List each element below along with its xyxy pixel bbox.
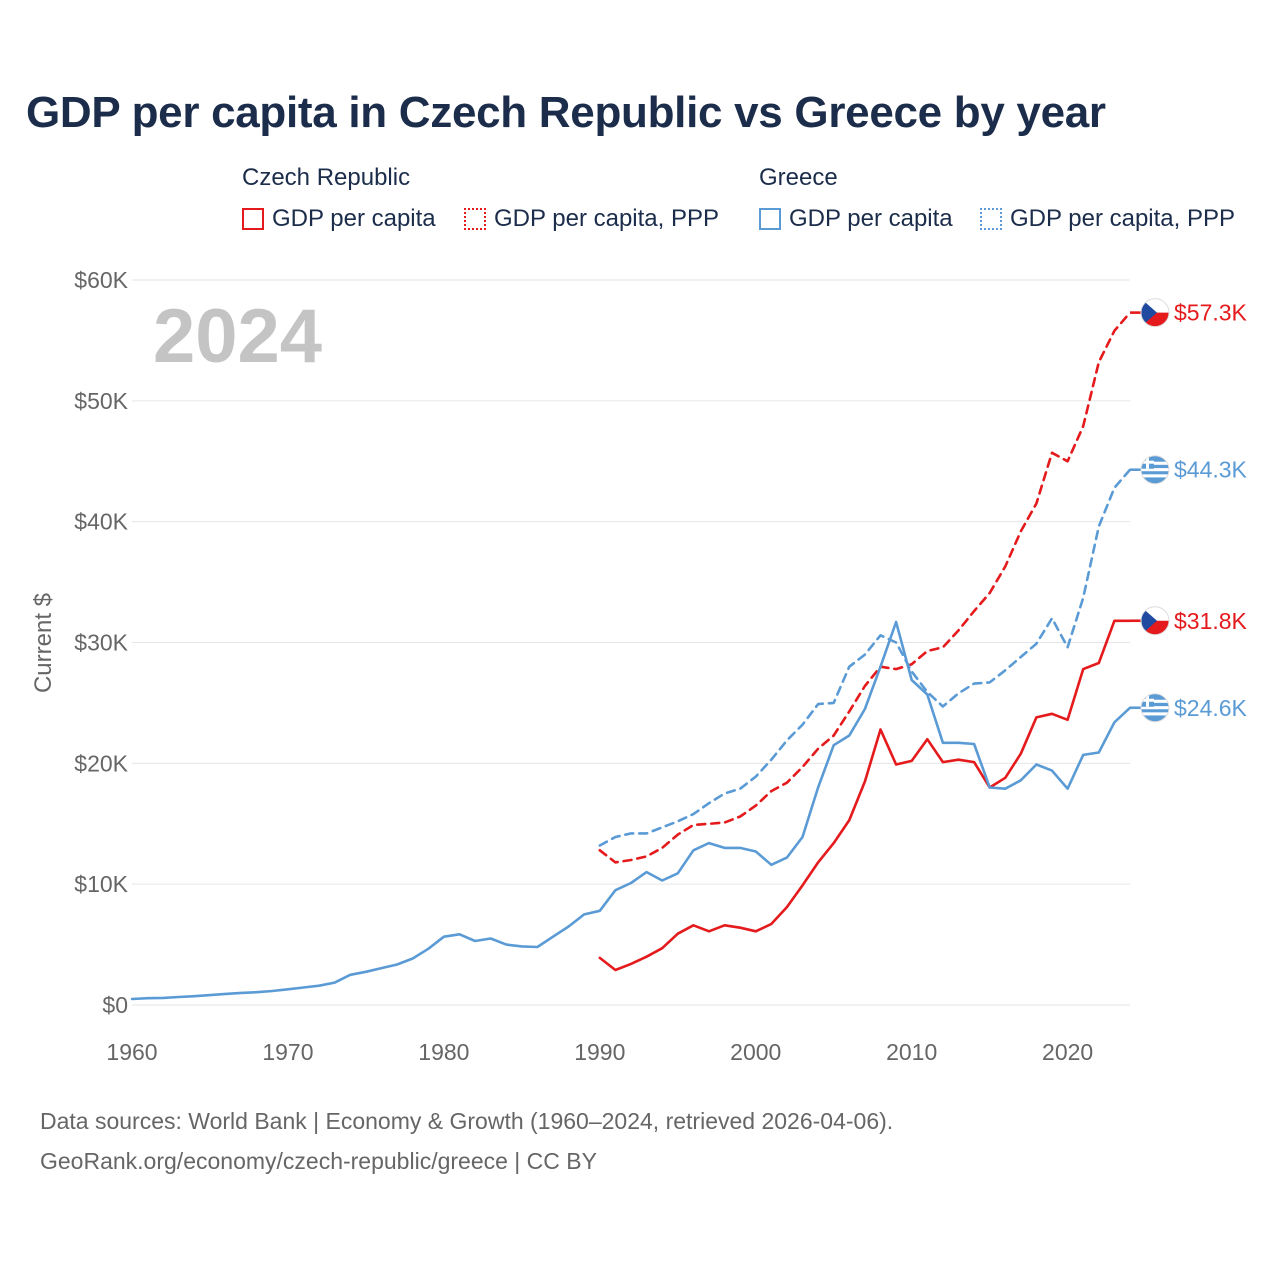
y-tick-label: $60K bbox=[74, 267, 128, 293]
legend-label: GDP per capita, PPP bbox=[1010, 205, 1235, 232]
end-value-label: $44.3K bbox=[1174, 457, 1248, 483]
greece-flag-icon bbox=[1141, 456, 1169, 484]
legend-item-greece-gdp[interactable]: GDP per capita bbox=[759, 205, 953, 233]
series-line-greece-dashed bbox=[598, 468, 1132, 847]
y-tick-label: $0 bbox=[102, 992, 128, 1018]
series-line-greece-solid bbox=[130, 620, 1132, 1001]
legend-item-czech-gdp[interactable]: GDP per capita bbox=[242, 205, 436, 233]
x-tick-label: 1970 bbox=[262, 1039, 313, 1065]
source-line-1: Data sources: World Bank | Economy & Gro… bbox=[40, 1108, 894, 1134]
legend-label: GDP per capita, PPP bbox=[494, 205, 719, 232]
x-tick-label: 1990 bbox=[574, 1039, 625, 1065]
y-tick-label: $20K bbox=[74, 750, 128, 776]
end-value-label: $24.6K bbox=[1174, 695, 1248, 721]
x-tick-label: 2020 bbox=[1042, 1039, 1093, 1065]
legend-label: GDP per capita bbox=[789, 205, 953, 232]
series-line-czech-solid bbox=[598, 619, 1132, 972]
y-tick-label: $10K bbox=[74, 871, 128, 897]
legend-swatch-greece-solid bbox=[759, 208, 781, 230]
series-line-czech-dashed bbox=[598, 311, 1132, 864]
czech-flag-icon bbox=[1141, 607, 1169, 635]
end-value-label: $57.3K bbox=[1174, 300, 1248, 326]
legend-group-czech: Czech Republic bbox=[242, 164, 411, 191]
y-tick-label: $40K bbox=[74, 509, 128, 535]
legend-group-greece: Greece bbox=[759, 164, 838, 191]
legend-item-greece-ppp[interactable]: GDP per capita, PPP bbox=[980, 205, 1235, 233]
end-value-label: $31.8K bbox=[1174, 608, 1248, 634]
chart-title: GDP per capita in Czech Republic vs Gree… bbox=[26, 88, 1106, 137]
x-tick-label: 2000 bbox=[730, 1039, 781, 1065]
y-tick-label: $30K bbox=[74, 630, 128, 656]
legend-swatch-czech-dashed bbox=[464, 208, 486, 230]
czech-flag-icon bbox=[1141, 299, 1169, 327]
x-tick-label: 2010 bbox=[886, 1039, 937, 1065]
y-axis-label: Current $ bbox=[30, 593, 57, 693]
x-tick-label: 1960 bbox=[106, 1039, 157, 1065]
year-watermark: 2024 bbox=[153, 294, 322, 379]
greece-flag-icon bbox=[1141, 694, 1169, 722]
legend-item-czech-ppp[interactable]: GDP per capita, PPP bbox=[464, 205, 719, 233]
y-tick-label: $50K bbox=[74, 388, 128, 414]
legend-swatch-greece-dashed bbox=[980, 208, 1002, 230]
x-tick-label: 1980 bbox=[418, 1039, 469, 1065]
legend-label: GDP per capita bbox=[272, 205, 436, 232]
source-line-2[interactable]: GeoRank.org/economy/czech-republic/greec… bbox=[40, 1148, 597, 1174]
legend-swatch-czech-solid bbox=[242, 208, 264, 230]
